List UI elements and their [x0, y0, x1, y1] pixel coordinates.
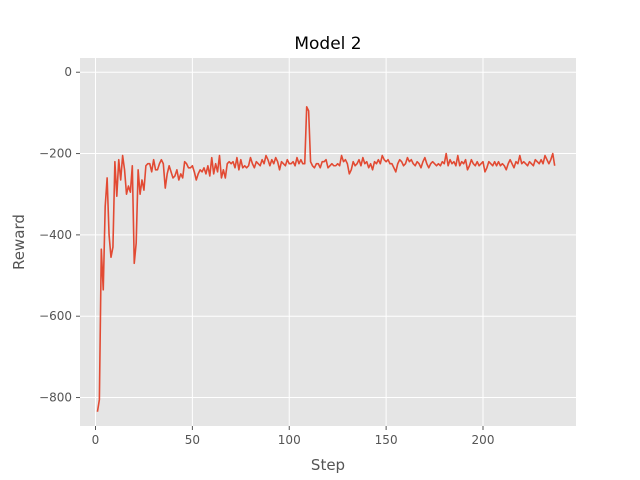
y-tick-label: −800	[39, 391, 72, 405]
x-tick-label: 50	[185, 433, 200, 447]
y-tick-label: 0	[64, 65, 72, 79]
chart-title: Model 2	[294, 34, 361, 54]
y-tick-label: −200	[39, 147, 72, 161]
y-tick-label: −400	[39, 228, 72, 242]
x-tick-label: 100	[278, 433, 301, 447]
y-tick-label: −600	[39, 309, 72, 323]
x-axis-label: Step	[311, 456, 345, 474]
x-tick-label: 200	[472, 433, 495, 447]
plot-area	[80, 58, 576, 426]
y-axis-label: Reward	[10, 214, 28, 270]
x-tick-label: 0	[92, 433, 100, 447]
x-tick-label: 150	[375, 433, 398, 447]
